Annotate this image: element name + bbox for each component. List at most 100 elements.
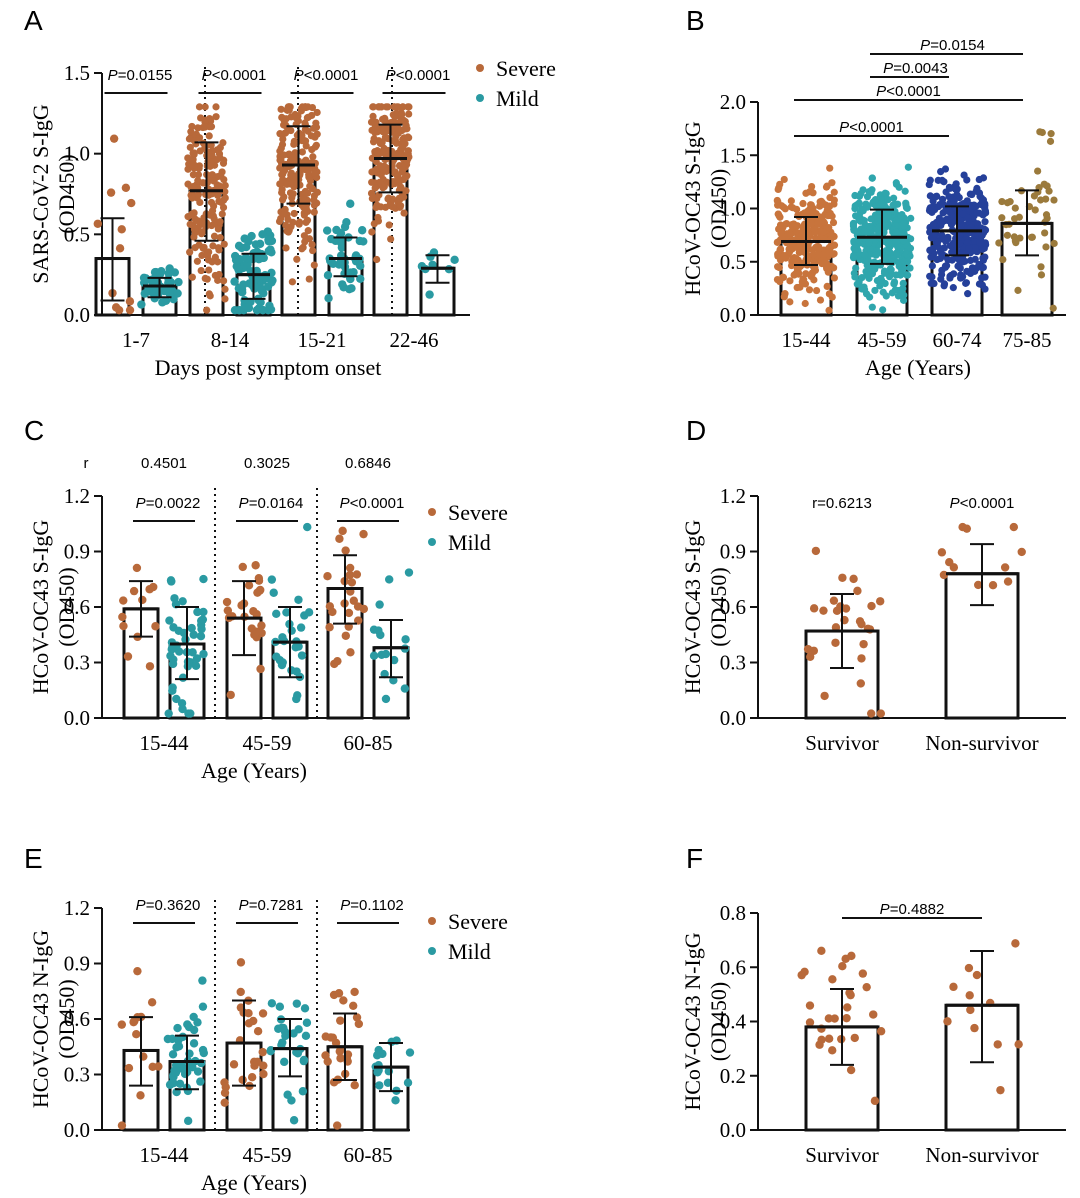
data-point	[247, 231, 256, 241]
data-point	[377, 138, 386, 146]
data-point	[399, 103, 407, 111]
data-point	[125, 305, 135, 315]
data-point	[988, 580, 998, 590]
data-point	[296, 181, 304, 189]
x-tick-label: 15-21	[298, 328, 347, 352]
data-point	[306, 176, 315, 185]
data-point	[885, 247, 893, 256]
y-axis-label: HCoV-OC43 S-IgG(OD450)	[680, 520, 731, 695]
data-point	[805, 286, 814, 294]
data-point	[387, 235, 395, 243]
data-point	[187, 623, 196, 633]
data-point	[1049, 304, 1057, 312]
data-point	[936, 254, 944, 263]
data-point	[886, 265, 894, 273]
data-point	[229, 1060, 239, 1069]
data-point	[373, 149, 381, 157]
data-point	[118, 612, 127, 622]
data-point	[183, 1020, 192, 1029]
data-point	[330, 659, 339, 669]
data-point	[937, 219, 945, 227]
data-point	[937, 275, 945, 283]
data-point	[392, 139, 401, 147]
data-point	[221, 285, 229, 293]
data-point	[823, 260, 831, 268]
data-point	[325, 602, 335, 611]
data-point	[846, 1065, 856, 1075]
data-point	[936, 248, 945, 256]
data-point	[198, 976, 207, 985]
data-point	[323, 271, 333, 280]
data-point	[774, 250, 782, 258]
data-point	[255, 282, 265, 292]
data-point	[800, 276, 808, 284]
data-point	[1003, 231, 1012, 239]
data-point	[889, 194, 898, 202]
data-point	[199, 649, 208, 659]
data-point	[873, 214, 882, 222]
data-point	[292, 694, 301, 704]
data-point	[117, 1121, 127, 1130]
data-point	[283, 227, 291, 235]
data-point	[193, 257, 201, 265]
data-point	[900, 222, 908, 230]
data-point	[244, 1019, 254, 1028]
data-point	[221, 194, 229, 202]
y-tick-label: 0.5	[64, 222, 90, 246]
data-point	[282, 221, 290, 229]
data-point	[822, 183, 831, 191]
data-point	[125, 297, 135, 306]
data-point	[304, 227, 312, 235]
data-point	[310, 201, 319, 209]
data-point	[929, 220, 937, 229]
data-point	[795, 248, 803, 257]
data-point	[399, 144, 407, 152]
p-value: P=0.0155	[108, 67, 173, 84]
data-point	[932, 193, 940, 201]
data-point	[300, 1004, 310, 1013]
data-point	[308, 240, 316, 249]
y-tick-label: 0.0	[720, 706, 746, 730]
data-point	[865, 239, 873, 247]
data-point	[178, 597, 187, 606]
data-point	[206, 150, 214, 158]
data-point	[293, 255, 301, 263]
data-point	[1037, 271, 1046, 279]
data-point	[344, 608, 354, 618]
data-point	[380, 183, 388, 191]
data-point	[336, 229, 346, 238]
data-point	[337, 243, 347, 252]
data-point	[1031, 206, 1039, 214]
data-point	[810, 276, 818, 284]
data-point	[221, 295, 229, 303]
data-point	[1030, 192, 1038, 200]
data-point	[850, 226, 858, 234]
data-point	[259, 289, 268, 298]
data-point	[332, 1121, 342, 1130]
data-point	[207, 141, 215, 149]
data-point	[390, 103, 399, 111]
data-point	[220, 1088, 230, 1097]
x-tick-label: Non-survivor	[925, 1143, 1038, 1167]
data-point	[175, 1079, 185, 1089]
data-point	[352, 1013, 362, 1022]
data-point	[256, 585, 265, 595]
data-point	[925, 180, 933, 189]
data-point	[939, 200, 947, 208]
data-point	[252, 305, 262, 315]
panel-letter: F	[686, 843, 703, 874]
data-point	[296, 623, 306, 632]
data-point	[950, 197, 958, 205]
data-point	[817, 946, 826, 956]
data-point	[215, 172, 224, 180]
data-point	[206, 162, 214, 170]
data-point	[283, 180, 291, 188]
data-point	[897, 212, 905, 220]
data-point	[381, 694, 391, 704]
data-point	[205, 114, 214, 123]
p-value: P<0.0001	[294, 67, 359, 84]
data-point	[282, 244, 290, 252]
data-point	[357, 226, 367, 235]
data-point	[819, 228, 828, 236]
data-point	[896, 271, 905, 279]
